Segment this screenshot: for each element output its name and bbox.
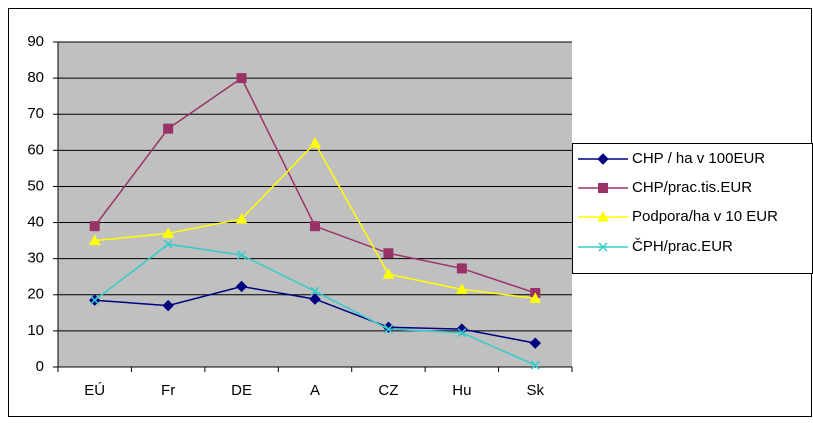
legend-marker [598, 242, 608, 252]
marker [309, 293, 321, 305]
legend-marker [597, 210, 609, 222]
marker [456, 323, 468, 335]
marker [237, 250, 247, 260]
x-tick-label: EÚ [84, 382, 105, 399]
legend-label: Podpora/ha v 10 EUR [632, 208, 778, 225]
marker [310, 221, 320, 232]
y-tick-label: 30 [27, 250, 44, 267]
legend-label: ČPH/prac.EUR [632, 238, 733, 255]
marker [162, 299, 174, 312]
y-tick-label: 10 [27, 322, 44, 339]
marker [310, 286, 320, 296]
marker [456, 283, 468, 294]
marker [89, 221, 100, 232]
marker [162, 227, 174, 238]
x-tick-label: A [310, 382, 320, 399]
legend-label: CHP/prac.tis.EUR [632, 179, 752, 196]
marker [456, 263, 467, 274]
marker [88, 234, 101, 246]
x-tick-label: Hu [452, 382, 471, 399]
marker [235, 280, 248, 293]
marker [236, 73, 247, 84]
y-tick-label: 90 [27, 33, 44, 50]
marker [529, 292, 542, 303]
legend-box [572, 143, 813, 274]
marker [382, 268, 395, 279]
x-tick-label: Sk [527, 382, 545, 399]
marker [309, 137, 321, 148]
y-tick-label: 40 [27, 214, 44, 231]
marker [529, 337, 541, 349]
marker [383, 324, 393, 334]
y-tick-label: 20 [27, 286, 44, 303]
x-tick-label: Fr [161, 382, 175, 399]
marker [163, 123, 174, 134]
legend-marker [598, 183, 608, 193]
x-tick-label: CZ [378, 382, 398, 399]
marker [457, 328, 467, 338]
y-tick-label: 70 [27, 105, 44, 122]
marker [235, 212, 248, 224]
y-tick-label: 60 [27, 141, 44, 158]
marker [530, 360, 540, 370]
legend-label: CHP / ha v 100EUR [632, 150, 765, 167]
y-tick-label: 0 [36, 358, 44, 375]
marker [163, 239, 173, 249]
marker [383, 248, 394, 259]
y-tick-label: 80 [27, 69, 44, 86]
plot-area [58, 42, 572, 367]
marker [90, 295, 100, 305]
legend-marker [597, 153, 609, 165]
x-tick-label: DE [231, 382, 252, 399]
y-tick-label: 50 [27, 177, 44, 194]
